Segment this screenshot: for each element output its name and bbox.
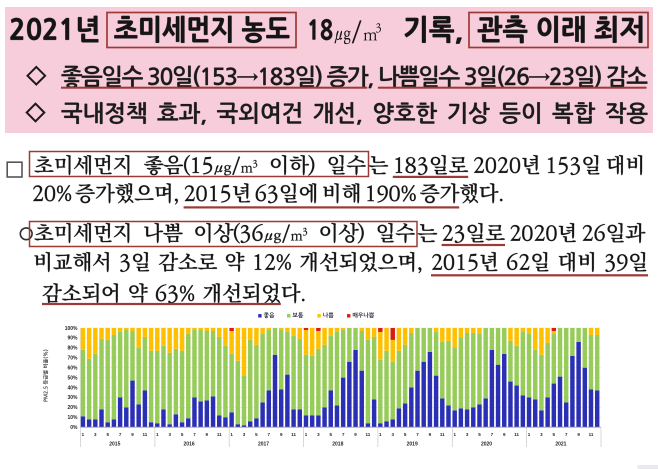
svg-text:1: 1: [230, 432, 233, 437]
svg-text:11: 11: [217, 432, 222, 437]
svg-text:70%: 70%: [67, 356, 78, 362]
svg-text:2017: 2017: [258, 442, 269, 448]
svg-text:9: 9: [131, 432, 134, 437]
svg-text:3: 3: [94, 432, 97, 437]
svg-text:11: 11: [440, 432, 445, 437]
svg-text:1: 1: [528, 432, 531, 437]
svg-text:5: 5: [106, 432, 109, 437]
svg-text:7: 7: [565, 432, 568, 437]
svg-text:5: 5: [255, 432, 258, 437]
svg-text:3: 3: [391, 432, 394, 437]
svg-text:7: 7: [491, 432, 494, 437]
svg-text:90%: 90%: [67, 336, 78, 342]
svg-text:7: 7: [268, 432, 271, 437]
svg-text:100%: 100%: [65, 326, 78, 332]
svg-text:11: 11: [291, 432, 296, 437]
svg-text:30%: 30%: [67, 395, 78, 401]
svg-text:3: 3: [317, 432, 320, 437]
svg-text:10%: 10%: [67, 415, 78, 421]
svg-text:20%: 20%: [67, 405, 78, 411]
svg-text:1: 1: [305, 432, 308, 437]
svg-text:2015: 2015: [109, 442, 120, 448]
svg-text:9: 9: [577, 432, 580, 437]
svg-text:2016: 2016: [184, 442, 195, 448]
svg-text:9: 9: [354, 432, 357, 437]
svg-text:11: 11: [143, 432, 148, 437]
svg-text:3: 3: [466, 432, 469, 437]
svg-text:1: 1: [156, 432, 159, 437]
svg-text:3: 3: [540, 432, 543, 437]
svg-text:0%: 0%: [70, 425, 78, 431]
svg-text:3: 3: [243, 432, 246, 437]
svg-text:9: 9: [206, 432, 209, 437]
svg-text:7: 7: [193, 432, 196, 437]
svg-text:7: 7: [119, 432, 122, 437]
svg-text:2020: 2020: [481, 442, 492, 448]
svg-text:9: 9: [429, 432, 432, 437]
svg-text:7: 7: [342, 432, 345, 437]
svg-text:40%: 40%: [67, 385, 78, 391]
svg-text:11: 11: [366, 432, 371, 437]
svg-text:5: 5: [404, 432, 407, 437]
svg-text:5: 5: [330, 432, 333, 437]
svg-text:2019: 2019: [407, 442, 418, 448]
svg-text:1: 1: [453, 432, 456, 437]
svg-text:9: 9: [280, 432, 283, 437]
svg-text:5: 5: [181, 432, 184, 437]
svg-text:2021: 2021: [555, 442, 566, 448]
svg-text:3: 3: [168, 432, 171, 437]
svg-text:50%: 50%: [67, 375, 78, 381]
svg-text:7: 7: [416, 432, 419, 437]
svg-text:11: 11: [589, 432, 594, 437]
svg-text:1: 1: [379, 432, 382, 437]
svg-text:2018: 2018: [332, 442, 343, 448]
svg-text:60%: 60%: [67, 366, 78, 372]
svg-text:5: 5: [553, 432, 556, 437]
svg-text:80%: 80%: [67, 346, 78, 352]
svg-text:1: 1: [82, 432, 85, 437]
svg-text:5: 5: [478, 432, 481, 437]
svg-text:11: 11: [514, 432, 519, 437]
svg-text:9: 9: [503, 432, 506, 437]
